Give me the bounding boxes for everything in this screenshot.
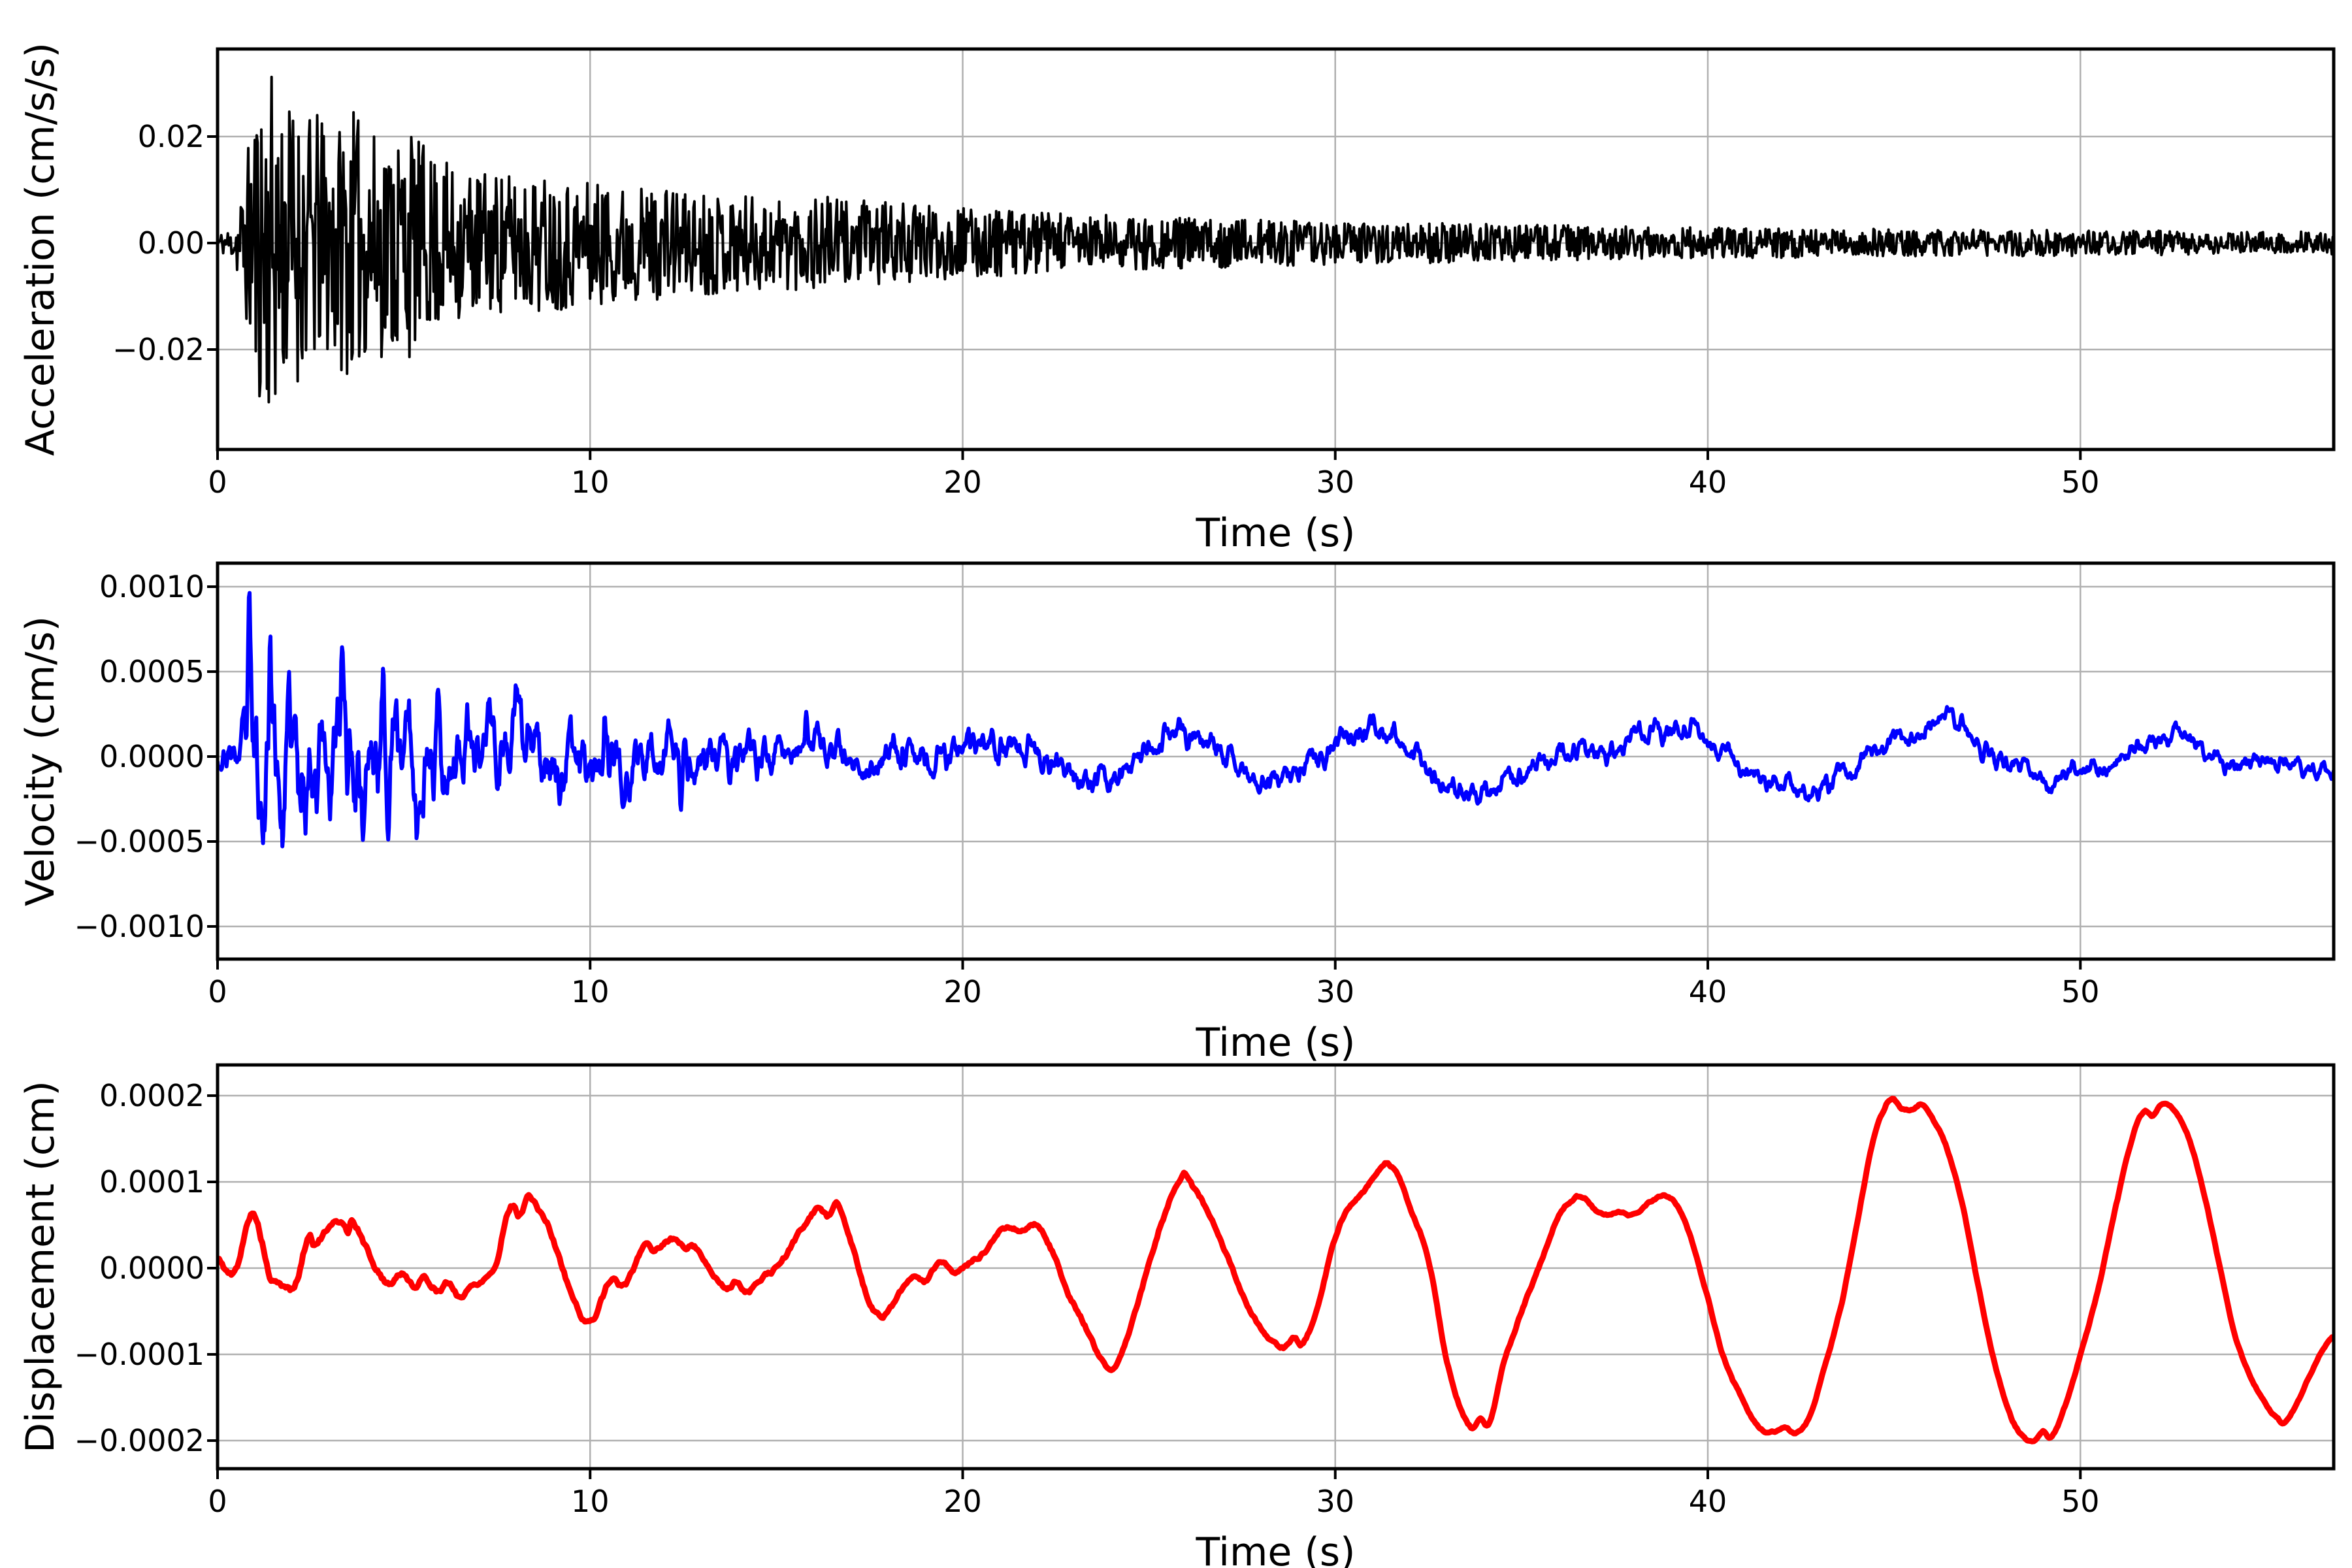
acceleration-series-line — [218, 75, 2334, 404]
x-axis-label: Time (s) — [1196, 1529, 1356, 1568]
panel-displacement: 0 10 20 30 40 50 0.0002 0.0001 0.0000 −0.0001 −0.0… — [18, 1063, 2336, 1568]
x-tick-label: 40 — [1689, 465, 1727, 500]
y-tick-label: −0.02 — [112, 332, 204, 367]
x-tick-label: 40 — [1689, 974, 1727, 1009]
x-tick-label: 20 — [943, 465, 982, 500]
x-axis-label: Time (s) — [1196, 510, 1356, 556]
y-axis-label: Displacement (cm) — [18, 1081, 63, 1453]
x-tick-label: 50 — [2061, 974, 2100, 1009]
plot-frame — [216, 47, 2336, 451]
x-tick-label: 10 — [571, 465, 610, 500]
velocity-series-line — [218, 591, 2334, 849]
x-tick-label: 30 — [1316, 1484, 1354, 1519]
y-tick-label: 0.0001 — [99, 1164, 204, 1200]
y-tick-label: −0.0002 — [74, 1423, 205, 1458]
plot-area — [218, 1065, 2334, 1469]
y-tick-label: 0.0005 — [99, 654, 204, 689]
y-tick-label: 0.0000 — [99, 1250, 204, 1286]
y-tick-label: 0.0002 — [99, 1078, 204, 1113]
y-axis-label: Acceleration (cm/s/s) — [18, 42, 63, 456]
x-tick-label: 40 — [1689, 1484, 1727, 1519]
plot-frame — [216, 561, 2336, 961]
x-tick-label: 50 — [2061, 1484, 2100, 1519]
x-tick-label: 10 — [571, 1484, 610, 1519]
x-tick-label: 0 — [208, 465, 227, 500]
displacement-series-line — [218, 1096, 2334, 1445]
y-tick-label: 0.0010 — [99, 569, 204, 604]
y-tick-label: 0.00 — [138, 225, 204, 261]
x-tick-label: 0 — [208, 974, 227, 1009]
x-tick-label: 30 — [1316, 974, 1354, 1009]
y-tick-label: −0.0010 — [74, 909, 205, 944]
x-axis-label: Time (s) — [1196, 1020, 1356, 1066]
x-tick-label: 0 — [208, 1484, 227, 1519]
y-tick-label: −0.0001 — [74, 1337, 205, 1372]
panel-velocity: 0 10 20 30 40 50 0.0010 0.0005 0.0000 −0.0005 −0.0… — [18, 561, 2336, 1066]
y-axis-label: Velocity (cm/s) — [18, 616, 63, 906]
x-tick-label: 20 — [943, 1484, 982, 1519]
y-tick-label: −0.0005 — [74, 824, 205, 859]
x-tick-label: 10 — [571, 974, 610, 1009]
x-tick-label: 50 — [2061, 465, 2100, 500]
y-tick-label: 0.02 — [138, 119, 204, 154]
x-tick-label: 20 — [943, 974, 982, 1009]
x-tick-label: 30 — [1316, 465, 1354, 500]
y-tick-label: 0.0000 — [99, 739, 204, 774]
panel-acceleration: 0 10 20 30 40 50 0.02 0.00 −0.02 Time (s) Accelera… — [18, 42, 2336, 556]
